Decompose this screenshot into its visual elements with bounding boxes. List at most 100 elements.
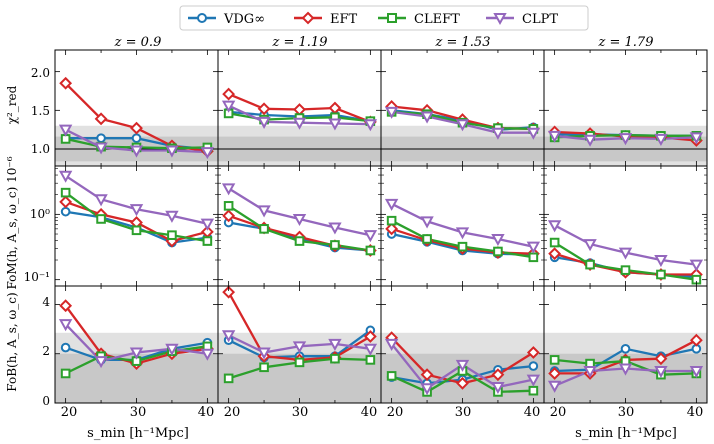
data-point bbox=[94, 112, 108, 126]
x-axis-title: s_min [h⁻¹Mpc] bbox=[575, 426, 677, 441]
legend-entry-eft: EFT bbox=[294, 11, 358, 27]
data-point bbox=[422, 234, 432, 244]
data-point bbox=[60, 206, 71, 217]
legend-entry-vdg: VDG∞ bbox=[188, 12, 265, 27]
data-point bbox=[328, 338, 342, 351]
panel-FoB-1 bbox=[217, 285, 382, 404]
data-point bbox=[293, 103, 306, 116]
panel-FoM-0 bbox=[54, 165, 219, 287]
panel-chi2_red-3 bbox=[543, 49, 708, 167]
data-point bbox=[59, 195, 73, 209]
data-point bbox=[386, 371, 397, 381]
series-line-CLPT bbox=[391, 202, 534, 248]
data-point bbox=[59, 76, 73, 90]
x-tick-label: 40 bbox=[361, 405, 378, 420]
y-tick-label: 0 bbox=[42, 394, 50, 408]
legend-entry-cleft: CLEFT bbox=[378, 12, 460, 27]
y-tick-label: 2.0 bbox=[31, 66, 50, 80]
data-point bbox=[363, 119, 378, 132]
panel-chi2_red-2 bbox=[380, 49, 545, 167]
x-tick-label: 30 bbox=[130, 405, 147, 420]
panel-FoB-3 bbox=[543, 285, 708, 404]
data-point bbox=[549, 237, 560, 248]
y-tick-label: 10⁰ bbox=[30, 207, 50, 221]
data-point bbox=[618, 363, 633, 376]
data-point bbox=[257, 116, 271, 129]
x-tick-label: 20 bbox=[61, 405, 78, 420]
data-point bbox=[292, 213, 307, 227]
data-point bbox=[58, 170, 73, 183]
data-point bbox=[129, 347, 144, 360]
data-point bbox=[618, 247, 633, 260]
data-point bbox=[526, 346, 540, 359]
column-title: z = 1.19 bbox=[272, 35, 328, 50]
data-point bbox=[200, 348, 215, 361]
data-point bbox=[365, 245, 376, 256]
x-tick-label: 20 bbox=[550, 405, 567, 420]
data-point bbox=[257, 102, 271, 116]
data-point bbox=[583, 134, 597, 147]
x-tick-label: 30 bbox=[618, 405, 635, 420]
legend-marker-diamond-icon bbox=[301, 11, 315, 25]
data-point bbox=[59, 299, 73, 313]
data-point bbox=[491, 381, 505, 395]
data-point bbox=[129, 204, 144, 217]
y-tick-label: 2 bbox=[42, 344, 50, 358]
x-tick-label: 30 bbox=[292, 405, 309, 420]
data-point bbox=[60, 342, 71, 353]
data-point bbox=[620, 344, 631, 354]
data-point bbox=[420, 216, 434, 229]
column-titles: z = 0.9 z = 1.19 z = 1.53 z = 1.79 bbox=[114, 35, 654, 50]
data-point bbox=[221, 330, 236, 343]
data-point bbox=[257, 347, 271, 360]
panel-frame bbox=[380, 165, 545, 287]
data-point bbox=[222, 87, 236, 101]
x-tick-label: 20 bbox=[387, 405, 404, 420]
data-point bbox=[528, 385, 539, 396]
data-point bbox=[620, 265, 631, 275]
data-point bbox=[131, 133, 142, 143]
data-point bbox=[689, 333, 703, 347]
data-point bbox=[385, 222, 399, 236]
data-point bbox=[94, 356, 108, 369]
data-point bbox=[223, 373, 234, 384]
data-point bbox=[583, 239, 597, 252]
panel-grid bbox=[54, 49, 708, 404]
data-point bbox=[654, 365, 668, 379]
data-point bbox=[328, 118, 342, 131]
data-point bbox=[259, 224, 269, 234]
y-tick-label: 4 bbox=[42, 295, 50, 309]
data-point bbox=[259, 362, 269, 373]
legend-label: EFT bbox=[330, 12, 358, 27]
data-point bbox=[384, 198, 399, 211]
data-point bbox=[200, 218, 215, 231]
data-point bbox=[363, 330, 377, 343]
data-point bbox=[328, 222, 342, 235]
panel-FoM-2 bbox=[380, 165, 545, 287]
row-label-fob: FoB(h, A_s, ω_c) bbox=[5, 292, 19, 391]
data-point bbox=[363, 230, 378, 243]
legend-label: VDG∞ bbox=[223, 12, 265, 27]
data-point bbox=[221, 183, 236, 196]
data-point bbox=[384, 106, 399, 119]
data-point bbox=[165, 210, 179, 223]
data-point bbox=[420, 383, 434, 396]
data-point bbox=[420, 111, 434, 124]
data-point bbox=[131, 225, 142, 236]
x-axis-title: s_min [h⁻¹Mpc] bbox=[87, 426, 189, 441]
data-point bbox=[547, 380, 562, 393]
data-point bbox=[221, 100, 236, 113]
panel-chi2_red-1 bbox=[217, 49, 382, 167]
data-point bbox=[547, 220, 562, 233]
data-point bbox=[330, 353, 340, 364]
y-axis-labels: 1.0 1.5 2.0 10⁻¹ 10⁰ 0 2 4 bbox=[24, 66, 51, 408]
panel-FoB-0 bbox=[54, 285, 219, 404]
y-tick-label: 1.5 bbox=[31, 104, 50, 118]
data-point bbox=[654, 255, 668, 268]
column-title: z = 1.53 bbox=[435, 35, 491, 50]
legend-marker-triangle-icon bbox=[493, 13, 507, 26]
data-point bbox=[294, 357, 305, 368]
data-point bbox=[94, 194, 108, 207]
data-point bbox=[165, 145, 179, 158]
legend-label: CLPT bbox=[522, 12, 558, 27]
